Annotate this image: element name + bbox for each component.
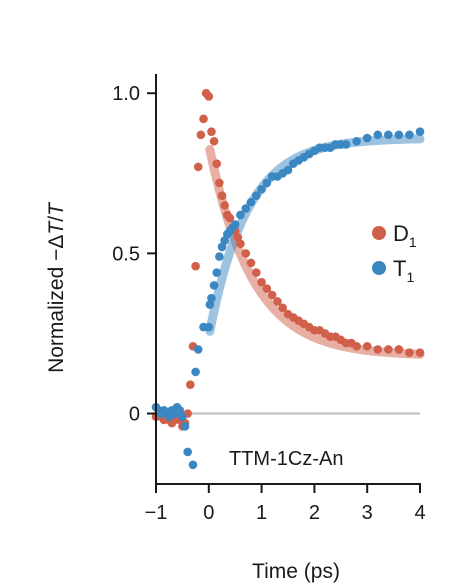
data-point-t1: [362, 133, 372, 143]
data-point-d1: [236, 239, 245, 249]
legend-entry-d1: D1: [372, 221, 417, 250]
data-point-d1: [384, 345, 393, 354]
data-point-d1: [278, 303, 288, 313]
data-point-t1: [241, 204, 251, 213]
y-axis-title-prefix: Normalized −: [45, 249, 68, 373]
data-point-d1: [212, 159, 222, 168]
data-point-t1: [283, 165, 293, 175]
legend-marker-d1: [372, 226, 386, 240]
data-point-t1: [230, 220, 240, 229]
x-ticks: −1 0 1 2 3 4: [145, 484, 426, 524]
y-tick-label: 0: [129, 404, 140, 426]
data-point-t1: [191, 367, 200, 377]
data-point-d1: [267, 290, 277, 300]
data-point-d1: [362, 341, 372, 351]
data-point-t1: [209, 281, 219, 290]
data-point-d1: [257, 277, 266, 287]
data-point-d1: [415, 348, 425, 357]
data-point-d1: [186, 380, 195, 390]
data-point-d1: [191, 261, 200, 271]
data-point-t1: [204, 322, 214, 332]
sample-annotation: TTM-1Cz-An: [229, 448, 343, 470]
data-point-d1: [241, 249, 251, 258]
y-axis-title-t2: T: [45, 201, 68, 216]
y-axis-title: Normalized −ΔT/T: [45, 201, 68, 373]
data-point-t1: [415, 127, 425, 136]
data-point-t1: [384, 130, 393, 140]
data-points: [151, 88, 425, 470]
data-point-d1: [252, 268, 261, 277]
data-point-d1: [217, 191, 227, 201]
x-tick-label: 0: [203, 502, 214, 524]
data-point-t1: [262, 178, 272, 188]
data-point-t1: [193, 345, 203, 354]
data-point-d1: [199, 114, 208, 124]
data-point-d1: [373, 345, 383, 354]
y-ticks: 0 0.5 1.0: [112, 83, 156, 426]
y-tick-label: 0.5: [112, 243, 140, 265]
data-point-d1: [246, 258, 256, 268]
y-axis-title-delta: Δ: [45, 235, 68, 249]
data-point-d1: [196, 130, 206, 140]
data-point-t1: [183, 447, 192, 457]
data-point-t1: [236, 210, 245, 220]
data-point-d1: [215, 178, 224, 188]
legend-label-t1: T1: [393, 256, 414, 285]
legend: D1 T1: [372, 221, 417, 285]
data-point-d1: [273, 297, 282, 306]
data-point-t1: [178, 412, 187, 422]
data-point-t1: [188, 460, 198, 470]
y-axis-title-slash: /: [45, 216, 68, 222]
data-point-t1: [212, 268, 222, 277]
data-point-t1: [207, 293, 216, 303]
data-point-t1: [352, 136, 361, 146]
data-point-t1: [394, 130, 404, 140]
data-point-d1: [220, 201, 229, 210]
data-point-t1: [405, 130, 414, 140]
x-tick-label: −1: [145, 502, 168, 524]
fit-curve-d1: [205, 145, 425, 359]
data-point-t1: [252, 191, 261, 201]
y-axis-title-t1: T: [45, 220, 68, 235]
x-tick-label: 3: [362, 502, 373, 524]
data-point-d1: [204, 92, 214, 101]
x-tick-label: 2: [309, 502, 320, 524]
data-point-d1: [193, 162, 203, 172]
data-point-t1: [341, 140, 351, 149]
axes: [155, 74, 421, 485]
data-point-d1: [352, 341, 361, 351]
data-point-d1: [262, 284, 272, 293]
data-point-t1: [373, 130, 383, 140]
x-tick-label: 1: [256, 502, 267, 524]
x-tick-label: 4: [414, 502, 425, 524]
data-point-t1: [246, 197, 256, 207]
data-point-t1: [180, 422, 190, 431]
data-point-d1: [207, 127, 216, 136]
data-point-d1: [209, 136, 219, 146]
data-point-t1: [257, 185, 266, 194]
data-point-d1: [394, 345, 404, 354]
x-axis-title: Time (ps): [252, 560, 340, 583]
legend-entry-t1: T1: [372, 256, 414, 285]
data-point-t1: [215, 252, 224, 261]
legend-marker-t1: [372, 261, 386, 275]
y-tick-label: 1.0: [112, 83, 140, 105]
data-point-d1: [405, 348, 414, 357]
data-point-d1: [225, 213, 235, 223]
legend-label-d1: D1: [393, 221, 417, 250]
